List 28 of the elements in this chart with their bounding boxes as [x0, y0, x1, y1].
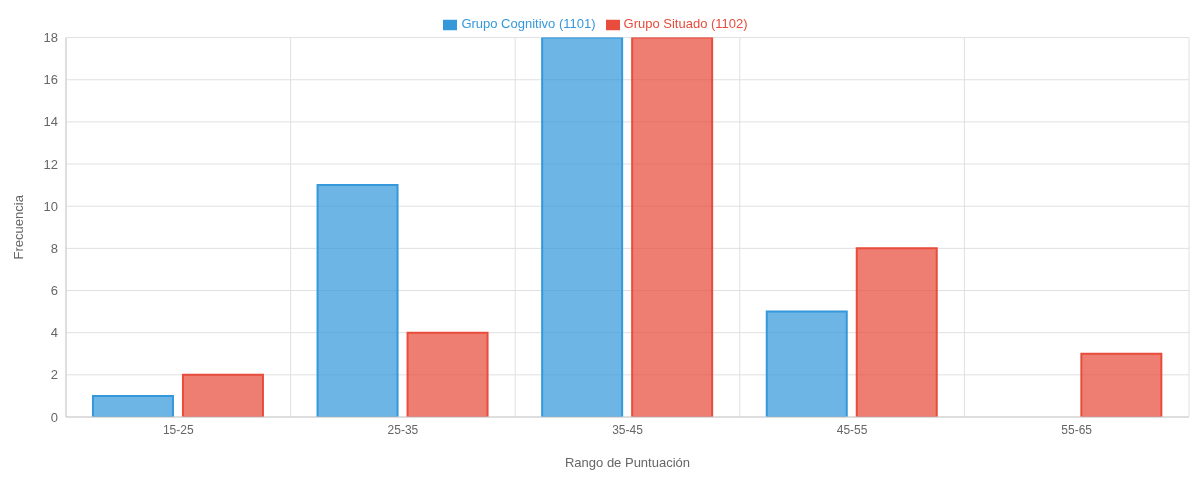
y-tick-label: 12 [43, 156, 58, 172]
bar [91, 394, 174, 417]
bar [765, 310, 848, 417]
bar [181, 373, 264, 417]
bar [406, 331, 489, 417]
x-tick-label: 55-65 [1061, 422, 1093, 437]
bar [631, 37, 714, 417]
y-tick-label: 4 [50, 325, 58, 341]
bar [855, 247, 938, 417]
bar [541, 37, 624, 417]
x-tick-label: 35-45 [612, 422, 644, 437]
y-tick-label: 2 [50, 367, 58, 383]
y-tick-label: 18 [43, 30, 58, 46]
y-tick-label: 0 [50, 409, 58, 425]
legend-label: Grupo Cognitivo (1101) [461, 16, 596, 31]
y-tick-label: 6 [50, 283, 58, 299]
y-axis-title: Frecuencia [10, 194, 26, 260]
legend-label: Grupo Situado (1102) [623, 16, 748, 31]
y-tick-label: 14 [43, 114, 58, 130]
x-tick-label: 45-55 [836, 422, 868, 437]
y-tick-label: 16 [43, 72, 58, 88]
x-axis-title: Rango de Puntuación [564, 455, 691, 470]
x-tick-label: 25-35 [387, 422, 419, 437]
y-tick-label: 8 [50, 240, 58, 256]
x-tick-label: 15-25 [162, 422, 194, 437]
bar [1080, 352, 1163, 417]
bar [316, 184, 399, 417]
y-tick-label: 10 [43, 198, 58, 214]
